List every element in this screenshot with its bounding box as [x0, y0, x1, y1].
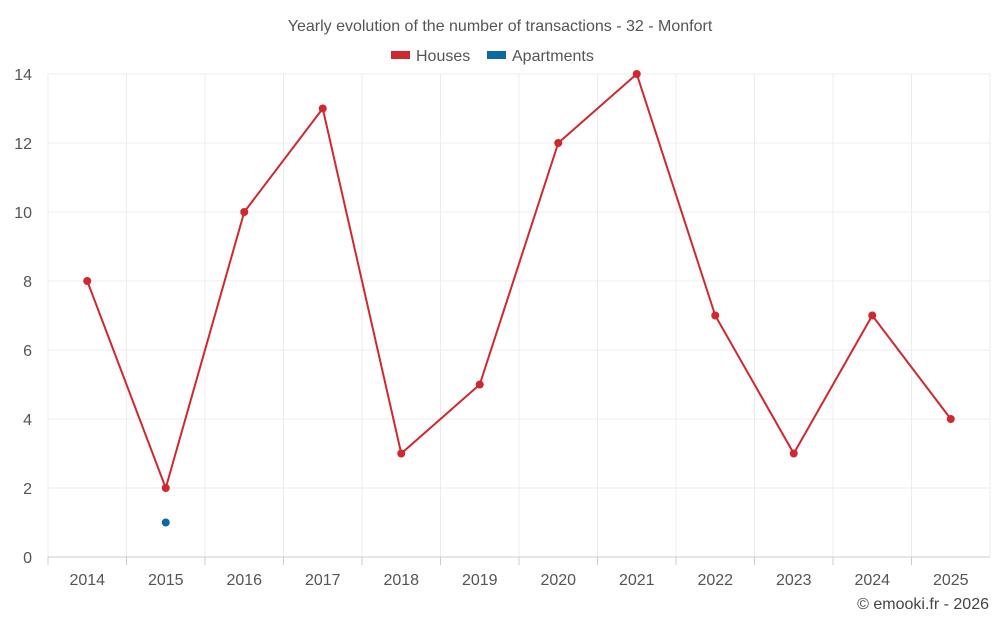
series-apartments — [161, 518, 170, 527]
legend-item-apartments[interactable]: Apartments — [487, 48, 594, 65]
y-tick-label: 12 — [14, 136, 32, 153]
y-tick-label: 0 — [23, 550, 32, 567]
data-point-houses-2014[interactable] — [83, 277, 92, 285]
x-tick-label: 2020 — [540, 572, 576, 589]
data-point-houses-2020[interactable] — [554, 139, 563, 147]
y-tick-label: 8 — [23, 274, 32, 291]
x-tick-label: 2018 — [383, 572, 419, 589]
legend-swatch-houses — [391, 51, 410, 59]
series-line-houses — [86, 73, 952, 489]
data-point-houses-2018[interactable] — [397, 449, 406, 458]
x-axis: 2014 2015 2016 2017 2018 2019 2020 2021 2022 2023… — [47, 556, 990, 589]
data-point-houses-2021[interactable] — [632, 70, 641, 78]
legend: Houses Apartments — [391, 48, 594, 65]
legend-label-apartments: Apartments — [512, 48, 594, 65]
data-point-houses-2015[interactable] — [161, 484, 170, 492]
data-point-apartments-2015[interactable] — [161, 518, 170, 527]
x-tick-label: 2022 — [697, 572, 733, 589]
x-tick-label: 2016 — [226, 572, 262, 589]
y-axis: 0 2 4 6 8 10 12 14 — [14, 67, 32, 567]
x-tick-label: 2019 — [462, 572, 498, 589]
data-point-houses-2019[interactable] — [475, 380, 484, 389]
chart-title: Yearly evolution of the number of transa… — [288, 18, 713, 35]
x-tick-label: 2021 — [619, 572, 655, 589]
data-point-houses-2016[interactable] — [240, 208, 249, 216]
legend-item-houses[interactable]: Houses — [391, 48, 470, 65]
data-point-houses-2022[interactable] — [711, 311, 720, 320]
credit-text[interactable]: © emooki.fr - 2026 — [857, 596, 989, 613]
x-tick-label: 2014 — [69, 572, 105, 589]
series-group — [83, 70, 955, 527]
x-tick-label: 2017 — [305, 572, 341, 589]
data-point-houses-2023[interactable] — [789, 449, 798, 458]
x-tick-label: 2023 — [776, 572, 812, 589]
y-tick-label: 6 — [23, 343, 32, 360]
y-tick-label: 10 — [14, 205, 32, 222]
y-tick-label: 14 — [14, 67, 32, 84]
x-tick-label: 2025 — [933, 572, 969, 589]
y-tick-label: 4 — [23, 412, 32, 429]
legend-swatch-apartments — [487, 51, 506, 59]
series-houses — [83, 70, 955, 492]
data-point-houses-2025[interactable] — [946, 415, 955, 423]
x-tick-label: 2024 — [854, 572, 890, 589]
x-tick-label: 2015 — [148, 572, 184, 589]
data-point-houses-2024[interactable] — [868, 311, 877, 320]
y-tick-label: 2 — [23, 481, 32, 498]
legend-label-houses: Houses — [416, 48, 470, 65]
grid — [47, 73, 991, 557]
data-point-houses-2017[interactable] — [318, 104, 327, 113]
